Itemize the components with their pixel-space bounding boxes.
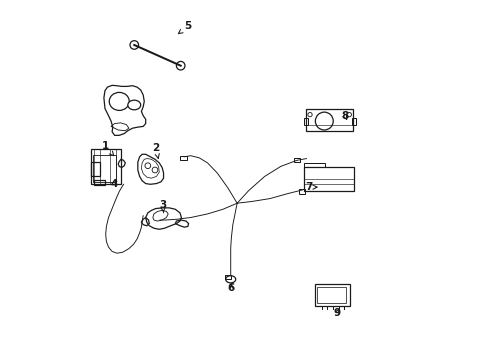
- Ellipse shape: [128, 100, 141, 110]
- Bar: [304, 167, 354, 191]
- Bar: [352, 118, 356, 125]
- Text: 8: 8: [342, 111, 349, 121]
- Bar: [94, 180, 105, 185]
- Bar: [224, 275, 231, 279]
- Text: 3: 3: [159, 200, 167, 213]
- Ellipse shape: [109, 93, 129, 111]
- Bar: [306, 109, 353, 131]
- Bar: [93, 155, 117, 182]
- Bar: [294, 158, 300, 162]
- Bar: [91, 162, 99, 176]
- Bar: [317, 287, 346, 303]
- Text: 6: 6: [228, 283, 235, 293]
- Bar: [180, 156, 187, 160]
- Bar: [304, 118, 308, 125]
- Text: 7: 7: [306, 182, 317, 192]
- Bar: [315, 284, 350, 306]
- Text: 2: 2: [152, 143, 159, 158]
- Text: 1: 1: [101, 141, 114, 156]
- Text: 5: 5: [178, 21, 192, 33]
- Text: 4: 4: [111, 179, 118, 189]
- Bar: [91, 149, 121, 184]
- Bar: [304, 163, 325, 167]
- Bar: [299, 189, 305, 194]
- Text: 9: 9: [334, 308, 341, 318]
